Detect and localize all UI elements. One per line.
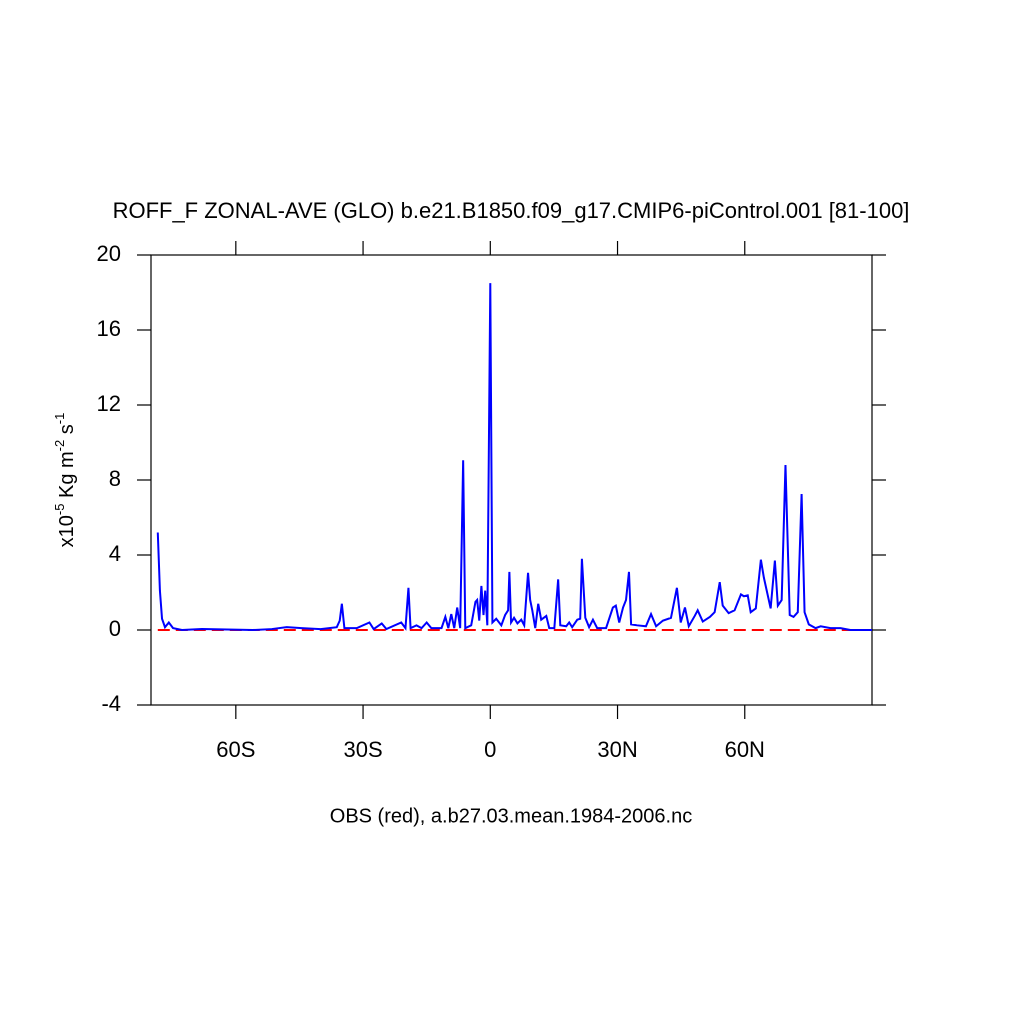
y-tick-label: 12	[97, 391, 121, 416]
x-tick-label: 60S	[216, 737, 255, 762]
chart-title: ROFF_F ZONAL-AVE (GLO) b.e21.B1850.f09_g…	[113, 198, 910, 223]
x-tick-label: 0	[484, 737, 496, 762]
y-tick-label: 8	[109, 466, 121, 491]
x-axis-label: OBS (red), a.b27.03.mean.1984-2006.nc	[330, 805, 692, 827]
y-axis-label-part: x10	[56, 515, 78, 547]
y-tick-label: -4	[101, 691, 121, 716]
y-axis-label-part: -5	[52, 504, 67, 516]
data-line	[156, 283, 872, 632]
y-axis-label: x10-5 Kg m-2 s-1	[52, 413, 78, 548]
y-tick-label: 0	[109, 616, 121, 641]
y-axis-label-part: Kg m	[56, 451, 78, 503]
x-tick-label: 60N	[725, 737, 765, 762]
y-axis-label-part: -2	[52, 440, 67, 452]
y-tick-label: 16	[97, 316, 121, 341]
x-tick-label: 30N	[597, 737, 637, 762]
y-axis-label-part: s	[56, 424, 78, 440]
y-axis-label-part: -1	[52, 413, 67, 425]
plot-frame	[150, 254, 873, 706]
y-tick-label: 20	[97, 241, 121, 266]
x-tick-label: 30S	[343, 737, 382, 762]
y-tick-label: 4	[109, 541, 121, 566]
